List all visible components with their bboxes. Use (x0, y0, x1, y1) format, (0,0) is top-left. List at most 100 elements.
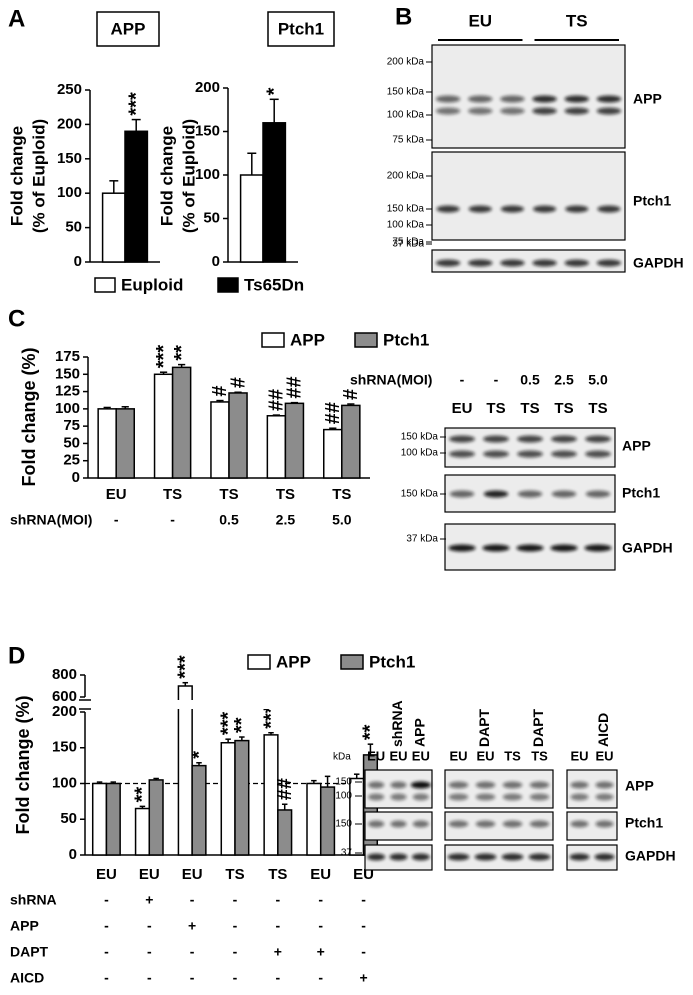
chart-title: Ptch1 (278, 19, 324, 38)
band (500, 107, 525, 115)
band (412, 820, 429, 828)
bar (319, 786, 336, 856)
band (585, 435, 611, 443)
legend-label: APP (276, 652, 311, 671)
y-tick-label: 600 (52, 688, 77, 705)
condition-value: - (276, 918, 281, 934)
band (585, 450, 611, 458)
significance: ## (322, 402, 344, 424)
band (448, 781, 469, 789)
band (517, 435, 543, 443)
row-label: APP (625, 778, 654, 794)
y-tick-label: 200 (57, 115, 82, 132)
band (595, 820, 614, 828)
condition-value: - (233, 970, 238, 986)
band (475, 781, 496, 789)
band (502, 820, 523, 828)
x-tick-label: EU (182, 866, 203, 883)
band (595, 781, 614, 789)
condition-value: 5.0 (588, 372, 608, 388)
band (551, 450, 577, 458)
bar (115, 408, 135, 479)
bar (323, 428, 343, 479)
band (448, 793, 469, 801)
band (412, 793, 429, 801)
lane-label: TS (554, 400, 573, 417)
condition-label: shRNA(MOI) (10, 512, 92, 528)
band (500, 95, 525, 103)
y-tick-label: 0 (72, 469, 80, 486)
band (474, 853, 497, 861)
bar (148, 779, 164, 856)
bar (177, 685, 193, 856)
band (595, 793, 614, 801)
x-tick-label: TS (268, 866, 287, 883)
blot-strip (431, 44, 626, 149)
band (551, 435, 577, 443)
marker-label: 37 kDa (406, 534, 438, 545)
band (532, 95, 557, 103)
significance: ## (266, 389, 288, 411)
y-tick-label: 150 (55, 365, 80, 382)
blot-strip (444, 769, 554, 809)
band (569, 853, 590, 861)
band (390, 820, 407, 828)
bar (341, 404, 361, 479)
condition-value: + (274, 944, 282, 960)
band (411, 853, 430, 861)
bar (105, 782, 121, 856)
band (502, 781, 523, 789)
bar (266, 415, 287, 479)
band (368, 793, 385, 801)
condition-value: 2.5 (554, 372, 574, 388)
condition-value: 0.5 (219, 512, 239, 528)
y-tick-label: 250 (57, 81, 82, 98)
condition-value: - (190, 944, 195, 960)
bar (239, 174, 264, 263)
significance: ** (171, 345, 193, 361)
legend-swatch (94, 277, 116, 293)
title-box (267, 11, 335, 47)
marker-label: 100 kDa (387, 220, 425, 231)
condition-label: shRNA (10, 892, 57, 908)
bar (210, 401, 230, 479)
legend-label: APP (290, 330, 325, 349)
legend-label: Ts65Dn (244, 275, 304, 294)
band (435, 259, 461, 267)
condition-value: - (233, 892, 238, 908)
y-tick-label: 175 (55, 348, 80, 365)
row-label: APP (633, 91, 662, 107)
band (483, 435, 509, 443)
band (528, 853, 551, 861)
band (501, 853, 524, 861)
condition-value: + (188, 918, 196, 934)
y-tick-label: 0 (74, 253, 82, 270)
legend-label: Ptch1 (369, 652, 415, 671)
lane-label: EU (389, 748, 407, 763)
bar (277, 809, 293, 856)
condition-value: - (318, 918, 323, 934)
blot-strip (431, 249, 626, 273)
marker-label: 75 kDa (392, 135, 424, 146)
unit-label: kDa (333, 752, 351, 763)
legend-swatch (247, 654, 271, 670)
bar (171, 366, 192, 479)
condition-value: - (276, 892, 281, 908)
y-axis-label: (% of Euploid) (179, 119, 198, 233)
y-axis-label: Fold change (157, 126, 176, 226)
bar (97, 408, 117, 479)
y-tick-label: 100 (55, 400, 80, 417)
condition-value: 0.5 (520, 372, 540, 388)
significance: *** (125, 92, 147, 116)
panel-label: B (395, 3, 412, 30)
y-tick-label: 50 (60, 810, 77, 827)
band (532, 259, 557, 267)
band (368, 781, 385, 789)
panel-label: A (8, 5, 25, 32)
y-tick-label: 100 (52, 774, 77, 791)
band (448, 544, 476, 552)
condition-value: - (147, 944, 152, 960)
bar (262, 122, 287, 263)
bar (134, 807, 151, 856)
band (468, 205, 492, 213)
